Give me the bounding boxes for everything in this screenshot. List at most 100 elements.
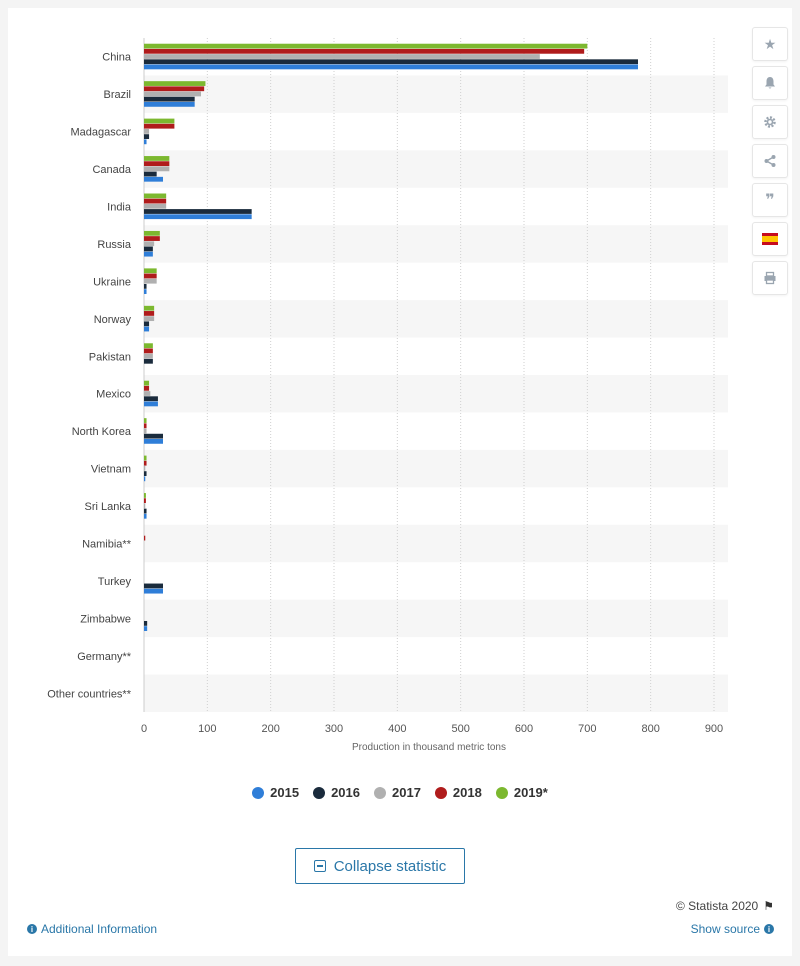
bar-2019-brazil xyxy=(144,81,206,86)
legend-dot xyxy=(495,786,508,799)
legend-label: 2018 xyxy=(452,785,482,800)
legend-item[interactable]: 2015 xyxy=(252,785,299,800)
x-axis-title: Production in thousand metric tons xyxy=(352,742,506,753)
bar-2015-brazil xyxy=(144,101,195,107)
share-icon[interactable] xyxy=(752,144,788,178)
bar-2015-vietnam xyxy=(144,476,146,482)
bar-2017-brazil xyxy=(144,91,201,97)
category-label: China xyxy=(102,52,132,64)
bar-2017-sri-lanka xyxy=(144,503,146,509)
bar-2018-norway xyxy=(144,311,155,316)
category-label: Ukraine xyxy=(93,276,131,288)
additional-information-link[interactable]: i Additional Information xyxy=(27,922,157,936)
bar-2018-china xyxy=(144,48,585,54)
bar-2017-norway xyxy=(144,316,155,322)
bar-2018-india xyxy=(144,198,167,204)
bar-2015-mexico xyxy=(144,401,158,407)
quote-icon[interactable]: ❞ xyxy=(752,183,788,217)
star-icon[interactable]: ★ xyxy=(752,27,788,61)
legend-label: 2017 xyxy=(392,785,421,800)
bar-2016-brazil xyxy=(144,96,195,102)
bar-2015-turkey xyxy=(144,588,163,594)
bar-2016-north-korea xyxy=(144,433,163,439)
bell-icon[interactable] xyxy=(752,66,788,100)
legend-dot xyxy=(434,786,447,799)
collapse-statistic-button[interactable]: Collapse statistic xyxy=(295,848,465,884)
row-band xyxy=(144,150,728,188)
category-label: Madagascar xyxy=(70,127,131,139)
bar-2018-ukraine xyxy=(144,273,157,279)
bar-2019-canada xyxy=(144,156,170,161)
legend-label: 2015 xyxy=(270,785,300,800)
bar-2016-vietnam xyxy=(144,471,147,477)
bar-2016-mexico xyxy=(144,396,158,402)
bar-2016-canada xyxy=(144,171,157,177)
x-tick-label: 400 xyxy=(388,723,406,735)
row-band xyxy=(144,75,728,113)
row-band xyxy=(144,524,728,563)
bar-2015-sri-lanka xyxy=(144,513,147,519)
gear-icon[interactable] xyxy=(752,105,788,139)
bar-2018-pakistan xyxy=(144,348,153,354)
x-tick-label: 200 xyxy=(261,723,279,735)
legend-item[interactable]: 2019* xyxy=(495,785,548,800)
bar-2018-canada xyxy=(144,161,170,167)
bar-2015-canada xyxy=(144,176,163,182)
bar-2015-madagascar xyxy=(144,139,147,145)
bar-2016-sri-lanka xyxy=(144,508,147,514)
bar-2019-pakistan xyxy=(144,343,153,349)
bar-2015-norway xyxy=(144,326,150,332)
bar-2018-madagascar xyxy=(144,123,175,129)
bar-2019-vietnam xyxy=(144,455,147,461)
x-tick-label: 700 xyxy=(578,723,596,735)
bar-2018-mexico xyxy=(144,385,150,391)
x-tick-label: 300 xyxy=(325,723,343,735)
row-band xyxy=(144,300,728,338)
bar-2019-india xyxy=(144,193,167,199)
collapse-label: Collapse statistic xyxy=(333,857,447,875)
category-label: Germany** xyxy=(77,651,132,663)
bar-2019-madagascar xyxy=(144,118,175,124)
row-band xyxy=(144,674,728,712)
bar-2015-ukraine xyxy=(144,289,147,294)
spain-flag-icon[interactable] xyxy=(752,222,788,256)
row-band xyxy=(144,599,728,638)
copyright: © Statista 2020 ⚑ xyxy=(676,899,774,913)
category-label: Turkey xyxy=(98,576,132,588)
bar-2015-russia xyxy=(144,251,153,257)
bar-2017-vietnam xyxy=(144,466,146,471)
legend-item[interactable]: 2018 xyxy=(434,785,482,800)
bar-2018-north-korea xyxy=(144,423,147,429)
print-icon[interactable] xyxy=(752,261,788,295)
bar-2018-namibia xyxy=(144,535,146,541)
bar-2017-russia xyxy=(144,241,155,247)
bar-2018-sri-lanka xyxy=(144,498,146,504)
bar-2017-pakistan xyxy=(144,353,153,359)
show-source-label: Show source xyxy=(690,922,760,936)
bar-2016-turkey xyxy=(144,583,163,589)
bar-2015-zimbabwe xyxy=(144,626,148,631)
category-label: Pakistan xyxy=(89,351,131,363)
show-source-link[interactable]: Show source i xyxy=(691,922,774,936)
legend-dot xyxy=(374,786,386,799)
bar-2019-mexico xyxy=(144,380,150,386)
category-label: Other countries** xyxy=(47,688,131,700)
info-icon: i xyxy=(27,924,37,934)
category-label: Vietnam xyxy=(91,464,131,476)
category-label: Norway xyxy=(94,314,132,326)
row-band xyxy=(144,225,728,263)
row-band xyxy=(144,375,728,413)
legend-item[interactable]: 2016 xyxy=(313,785,360,800)
bar-2018-brazil xyxy=(144,86,205,92)
bar-2016-russia xyxy=(144,246,153,252)
category-label: Zimbabwe xyxy=(80,613,131,625)
chart-legend: 2015 2016 2017 2018 2019* xyxy=(8,785,792,800)
category-label: Brazil xyxy=(103,89,131,101)
report-flag-icon[interactable]: ⚑ xyxy=(763,899,774,913)
legend-item[interactable]: 2017 xyxy=(374,785,421,800)
category-label: Canada xyxy=(92,164,131,176)
x-tick-label: 600 xyxy=(515,723,533,735)
collapse-icon xyxy=(313,860,326,872)
bar-2016-zimbabwe xyxy=(144,620,148,626)
info-icon: i xyxy=(764,924,774,934)
